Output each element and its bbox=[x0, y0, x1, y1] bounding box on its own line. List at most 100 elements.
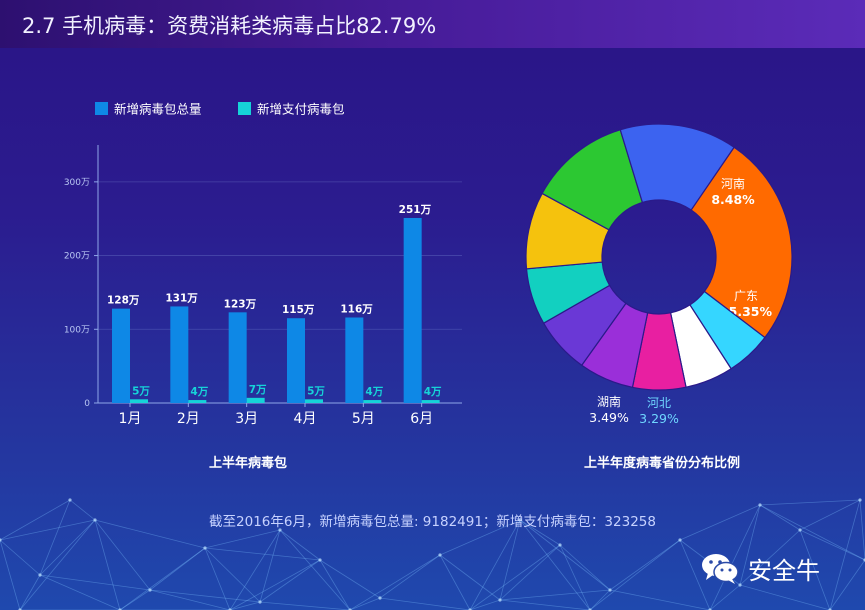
data-label: 5万 bbox=[132, 385, 150, 397]
data-label: 251万 bbox=[399, 204, 432, 216]
network-line bbox=[149, 589, 231, 610]
wechat-icon bbox=[702, 554, 739, 584]
donut-chart-title: 上半年度病毒省份分布比例 bbox=[584, 455, 740, 471]
network-line bbox=[679, 539, 711, 610]
network-line bbox=[204, 529, 281, 549]
network-line bbox=[799, 529, 865, 561]
bar bbox=[130, 399, 148, 403]
network-line bbox=[39, 499, 71, 576]
network-line bbox=[499, 589, 611, 601]
network-line bbox=[229, 529, 281, 610]
network-node bbox=[518, 518, 522, 522]
network-line bbox=[94, 519, 151, 591]
network-line bbox=[469, 599, 501, 610]
network-line bbox=[119, 589, 151, 610]
network-line bbox=[439, 554, 471, 610]
network-line bbox=[0, 519, 96, 541]
network-node bbox=[438, 553, 442, 557]
network-node bbox=[678, 538, 682, 542]
donut-chart: 广东15.35%河北3.29%湖南3.49%北京3.84%四川3.97%山西4.… bbox=[525, 123, 793, 471]
network-node bbox=[258, 600, 262, 604]
network-line bbox=[229, 559, 321, 610]
slice-value: 3.29% bbox=[639, 411, 679, 426]
network-node bbox=[558, 543, 562, 547]
legend-label: 新增病毒包总量 bbox=[114, 102, 202, 117]
x-tick-label: 5月 bbox=[352, 411, 375, 427]
data-label: 4万 bbox=[365, 386, 383, 398]
bar bbox=[228, 312, 247, 403]
network-line bbox=[259, 601, 351, 610]
x-tick-label: 6月 bbox=[410, 411, 433, 427]
network-node bbox=[608, 588, 612, 592]
slice-label: 广东 bbox=[734, 289, 758, 303]
network-line bbox=[609, 539, 681, 591]
network-line bbox=[559, 544, 591, 610]
network-line bbox=[739, 504, 761, 586]
bar bbox=[305, 399, 323, 403]
bar bbox=[363, 400, 382, 403]
network-node bbox=[738, 583, 742, 587]
network-line bbox=[499, 519, 521, 601]
network-line bbox=[679, 504, 761, 541]
network-node bbox=[498, 598, 502, 602]
bar bbox=[246, 397, 265, 403]
donut-slice bbox=[619, 123, 735, 211]
data-label: 4万 bbox=[424, 386, 442, 398]
x-tick-label: 1月 bbox=[119, 411, 142, 427]
network-line bbox=[519, 519, 561, 546]
network-line bbox=[829, 499, 861, 610]
bar-chart: 新增病毒包总量 新增支付病毒包 0 100万 200万 300万 128万 5万 1月 131万 4… bbox=[64, 102, 462, 471]
y-tick-label: 0 bbox=[84, 399, 90, 409]
slice-label: 河北 bbox=[647, 396, 671, 410]
data-label: 115万 bbox=[282, 304, 315, 316]
network-line bbox=[499, 544, 561, 601]
network-line bbox=[39, 519, 96, 576]
x-tick-label: 2月 bbox=[177, 411, 200, 427]
network-line bbox=[94, 519, 206, 549]
slice-value: 3.49% bbox=[589, 410, 629, 425]
network-line bbox=[319, 559, 381, 599]
network-line bbox=[119, 547, 206, 610]
watermark: 安全牛 bbox=[700, 551, 820, 585]
network-line bbox=[319, 559, 351, 610]
network-line bbox=[39, 574, 121, 610]
legend-label: 新增支付病毒包 bbox=[257, 102, 345, 117]
network-line bbox=[0, 539, 41, 576]
network-line bbox=[19, 519, 96, 610]
page-title: 2.7 手机病毒：资费消耗类病毒占比82.79% bbox=[22, 14, 437, 38]
title-bar: 2.7 手机病毒：资费消耗类病毒占比82.79% bbox=[0, 0, 865, 48]
network-line bbox=[559, 544, 611, 591]
network-node bbox=[758, 503, 762, 507]
network-line bbox=[0, 539, 21, 610]
data-label: 5万 bbox=[307, 385, 325, 397]
bar-chart-title: 上半年病毒包 bbox=[209, 455, 287, 471]
network-line bbox=[349, 554, 441, 610]
network-line bbox=[0, 499, 71, 541]
legend-swatch bbox=[95, 102, 108, 115]
network-line bbox=[229, 601, 261, 610]
network-node bbox=[148, 588, 152, 592]
bar bbox=[403, 217, 422, 403]
network-node bbox=[93, 518, 97, 522]
network-line bbox=[69, 499, 96, 521]
network-line bbox=[709, 504, 761, 610]
network-line bbox=[379, 597, 471, 610]
network-node bbox=[0, 538, 2, 542]
network-line bbox=[279, 529, 351, 610]
data-label: 128万 bbox=[107, 295, 140, 307]
network-line bbox=[519, 519, 591, 610]
network-node bbox=[68, 498, 72, 502]
network-line bbox=[349, 597, 381, 610]
network-line bbox=[94, 519, 121, 610]
bar bbox=[421, 400, 440, 403]
bar bbox=[112, 308, 130, 403]
network-line bbox=[469, 519, 521, 610]
network-line bbox=[519, 519, 611, 591]
x-tick-label: 4月 bbox=[294, 411, 317, 427]
network-node bbox=[203, 546, 207, 550]
y-tick-label: 100万 bbox=[64, 325, 90, 335]
x-tick-label: 3月 bbox=[235, 411, 258, 427]
network-node bbox=[798, 528, 802, 532]
